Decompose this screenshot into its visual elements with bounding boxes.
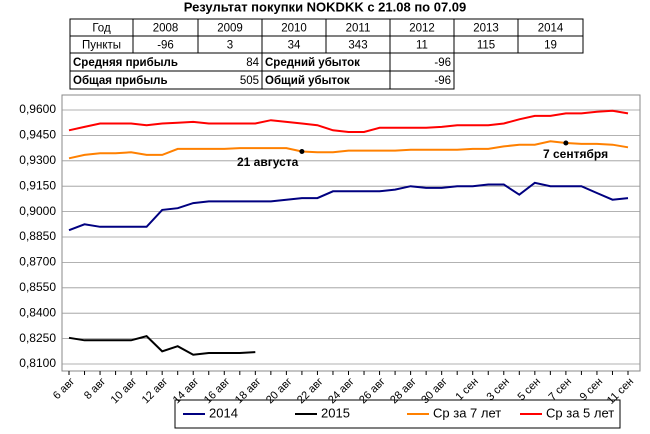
x-tick-label: 7 сен <box>547 376 574 403</box>
series-line <box>68 181 629 232</box>
annotation: 21 августа <box>237 155 299 169</box>
x-tick-label: 10 авг <box>109 376 140 407</box>
annotation: 7 сентября <box>543 147 608 161</box>
legend-label: 2014 <box>209 405 238 420</box>
table-text: 2010 <box>281 23 307 35</box>
table-text: 84 <box>246 57 259 69</box>
x-tick-label: 5 сен <box>516 376 543 403</box>
y-tick-label: 0,8100 <box>19 356 56 370</box>
x-tick-label: 6 авг <box>51 376 77 402</box>
table-text: 2012 <box>409 23 435 35</box>
table-text: Общий убыток <box>265 75 350 87</box>
table-text: Средний убыток <box>265 57 360 69</box>
y-tick-label: 0,8700 <box>19 255 56 269</box>
table-text: 34 <box>288 40 301 52</box>
x-tick-label: 8 авг <box>82 376 108 402</box>
annotation-dot <box>563 140 569 146</box>
table-text: -96 <box>434 57 451 69</box>
table-text: Пункты <box>82 40 121 52</box>
x-tick-label: 9 сен <box>578 376 605 403</box>
y-tick-label: 0,8250 <box>19 331 56 345</box>
y-tick-label: 0,9000 <box>19 204 56 218</box>
table-text: 343 <box>348 40 367 52</box>
table-text: 115 <box>477 40 495 52</box>
x-tick-label: 3 сен <box>484 376 511 403</box>
table-text: Общая прибыль <box>73 75 168 87</box>
x-tick-label: 11 сен <box>605 376 636 407</box>
table-text: Средняя прибыль <box>73 57 178 69</box>
y-tick-label: 0,9150 <box>19 178 56 192</box>
plot-frame <box>61 94 641 372</box>
series-line <box>68 334 256 356</box>
table-text: 2011 <box>346 23 371 35</box>
table-cell <box>389 70 455 90</box>
table-text: 19 <box>544 40 557 52</box>
y-tick-label: 0,8850 <box>19 229 56 243</box>
y-tick-label: 0,9600 <box>19 102 56 116</box>
legend-label: Ср за 7 лет <box>433 405 501 420</box>
y-tick-label: 0,8550 <box>19 280 56 294</box>
series-line <box>68 109 629 133</box>
table-text: 505 <box>240 75 259 87</box>
y-tick-label: 0,8400 <box>19 305 56 319</box>
table-text: 3 <box>227 40 233 52</box>
chart-title: Результат покупки NOKDKK с 21.08 по 07.0… <box>184 0 467 14</box>
legend-box <box>174 399 621 429</box>
table-text: 2014 <box>538 23 564 35</box>
x-tick-label: 12 авг <box>140 376 171 407</box>
annotation-dot <box>299 148 305 154</box>
table-text: -96 <box>434 75 451 87</box>
legend-label: Ср за 5 лет <box>546 405 614 420</box>
series-line <box>68 140 629 160</box>
table-cell <box>517 35 584 54</box>
x-tick-label: 1 сен <box>453 376 480 403</box>
table-text: 2008 <box>153 23 179 35</box>
table-text: 2013 <box>473 23 499 35</box>
table-text: 11 <box>416 40 428 52</box>
table-text: -96 <box>157 40 174 52</box>
table-text: 2009 <box>217 23 243 35</box>
legend-label: 2015 <box>321 405 350 420</box>
y-tick-label: 0,9300 <box>19 153 56 167</box>
y-tick-label: 0,9450 <box>19 128 56 142</box>
table-text: Год <box>92 23 111 35</box>
